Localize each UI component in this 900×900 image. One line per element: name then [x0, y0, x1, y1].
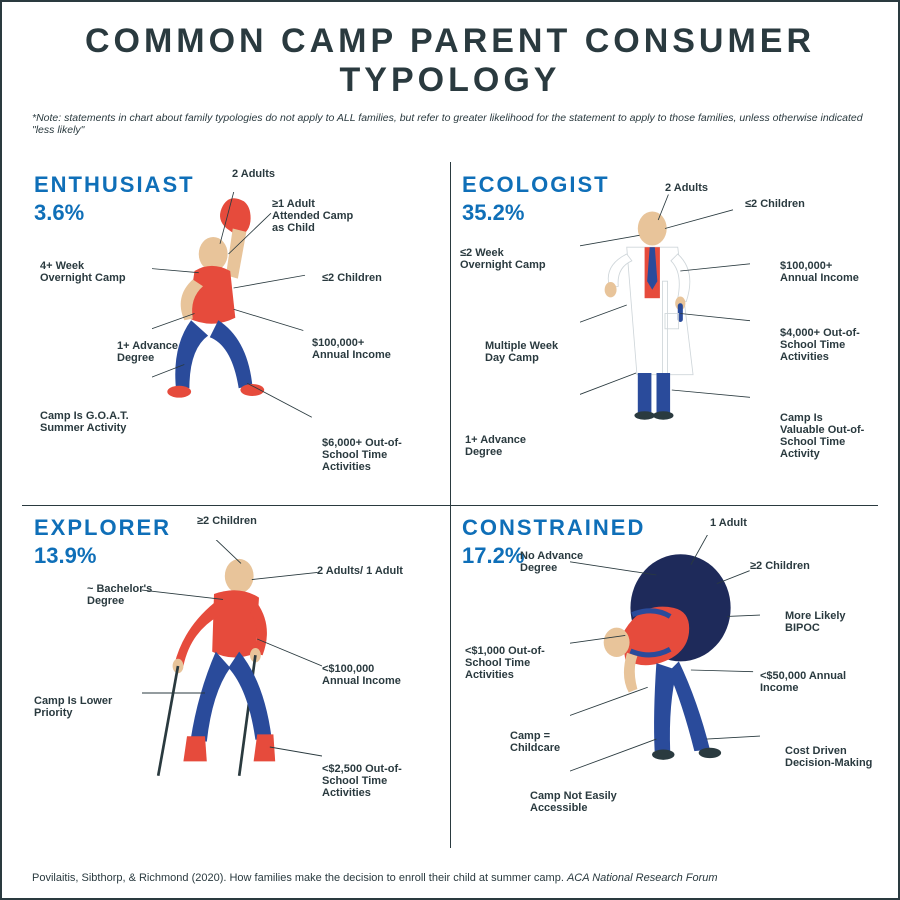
- callout-label: Multiple Week Day Camp: [485, 340, 575, 364]
- callout-label: More Likely BIPOC: [785, 610, 875, 634]
- callout-label: ≤2 Week Overnight Camp: [460, 247, 550, 271]
- title-line2: TYPOLOGY: [2, 61, 898, 100]
- explorer-name: EXPLORER: [34, 515, 171, 541]
- callout-label: 2 Adults: [665, 182, 708, 194]
- callout-label: 1 Adult: [710, 517, 747, 529]
- main-title: COMMON CAMP PARENT CONSUMER TYPOLOGY: [2, 2, 898, 100]
- ecologist-figure: [580, 192, 750, 452]
- explorer-pct: 13.9%: [34, 543, 96, 569]
- constrained-pct: 17.2%: [462, 543, 524, 569]
- callout-label: <$50,000 Annual Income: [760, 670, 850, 694]
- callout-label: 1+ Advance Degree: [465, 434, 555, 458]
- enthusiast-pct: 3.6%: [34, 200, 84, 226]
- constrained-figure: [570, 535, 760, 805]
- citation-plain: Povilaitis, Sibthorp, & Richmond (2020).…: [32, 872, 567, 884]
- citation: Povilaitis, Sibthorp, & Richmond (2020).…: [32, 872, 868, 884]
- title-line1: COMMON CAMP PARENT CONSUMER: [2, 22, 898, 61]
- callout-label: $6,000+ Out-of-School Time Activities: [322, 437, 412, 473]
- callout-label: ≤2 Children: [745, 198, 805, 210]
- callout-label: ≥1 Adult Attended Camp as Child: [272, 198, 362, 234]
- ecologist-pct: 35.2%: [462, 200, 524, 226]
- quad-explorer: EXPLORER 13.9% ≥2 Chil: [22, 505, 450, 848]
- quad-ecologist: ECOLOGIST 35.2%: [450, 162, 878, 505]
- callout-label: ~ Bachelor's Degree: [87, 583, 177, 607]
- callout-label: Camp Is Valuable Out-of-School Time Acti…: [780, 412, 870, 460]
- callout-label: <$2,500 Out-of-School Time Activities: [322, 763, 412, 799]
- callout-label: $100,000+ Annual Income: [312, 337, 402, 361]
- typology-grid: ENTHUSIAST 3.6%: [22, 162, 878, 848]
- citation-ital: ACA National Research Forum: [567, 872, 718, 884]
- callout-label: Cost Driven Decision-Making: [785, 745, 875, 769]
- callout-label: ≥2 Children: [750, 560, 810, 572]
- callout-label: ≥2 Children: [197, 515, 257, 527]
- quad-enthusiast: ENTHUSIAST 3.6%: [22, 162, 450, 505]
- callout-label: Camp = Childcare: [510, 730, 600, 754]
- callout-label: <$1,000 Out-of-School Time Activities: [465, 645, 555, 681]
- callout-label: <$100,000 Annual Income: [322, 663, 412, 687]
- callout-label: $4,000+ Out-of-School Time Activities: [780, 327, 870, 363]
- callout-label: $100,000+ Annual Income: [780, 260, 870, 284]
- callout-label: ≤2 Children: [322, 272, 382, 284]
- callout-label: 1+ Advance Degree: [117, 340, 207, 364]
- quad-constrained: CONSTRAINED 17.2%: [450, 505, 878, 848]
- note-text: *Note: statements in chart about family …: [2, 100, 898, 142]
- explorer-figure: [142, 540, 322, 810]
- callout-label: Camp Is Lower Priority: [34, 695, 124, 719]
- callout-label: 2 Adults: [232, 168, 275, 180]
- callout-label: 4+ Week Overnight Camp: [40, 260, 130, 284]
- callout-label: Camp Not Easily Accessible: [530, 790, 620, 814]
- callout-label: Camp Is G.O.A.T. Summer Activity: [40, 410, 130, 434]
- callout-label: 2 Adults/ 1 Adult: [317, 565, 403, 577]
- callout-label: No Advance Degree: [520, 550, 610, 574]
